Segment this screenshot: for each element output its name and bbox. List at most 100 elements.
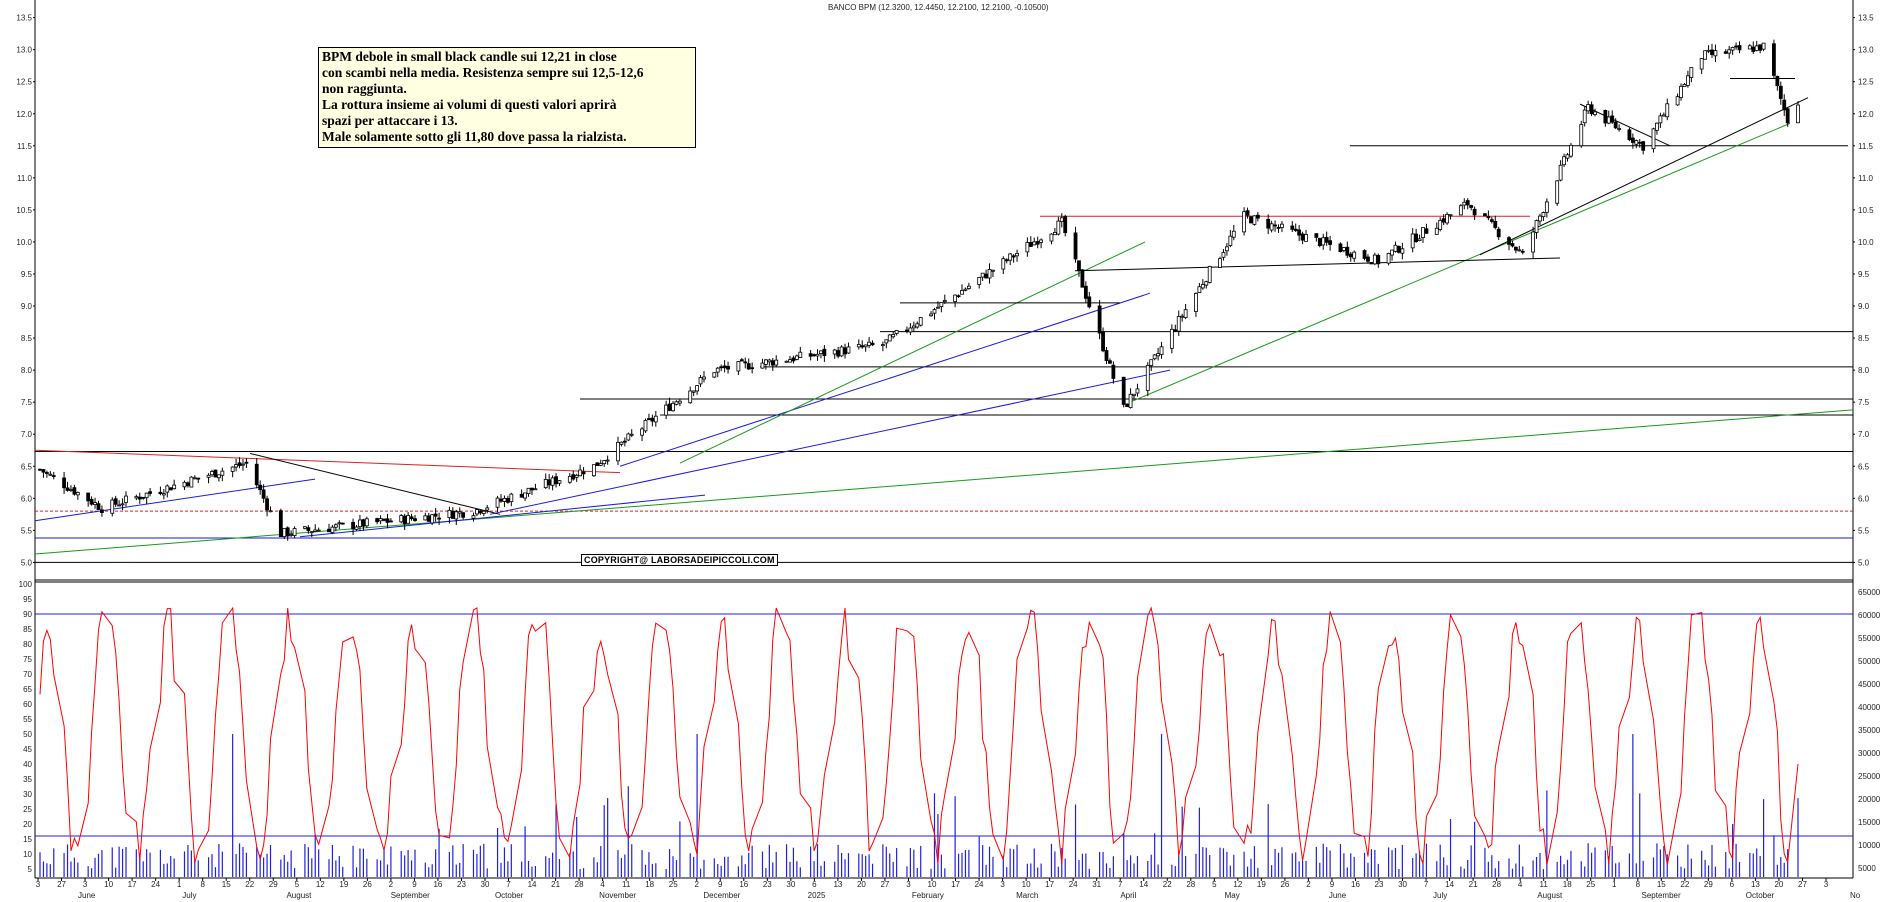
candle-body bbox=[1641, 141, 1646, 151]
candle-body bbox=[1218, 258, 1222, 268]
candle-body bbox=[1538, 215, 1542, 222]
oscillator-tick: 40 bbox=[23, 760, 32, 769]
candle-body bbox=[237, 462, 242, 467]
candle-body bbox=[764, 359, 768, 365]
candle-body bbox=[1517, 249, 1522, 252]
chart-frame bbox=[34, 0, 1854, 879]
candle-body bbox=[1496, 228, 1501, 238]
candle-body bbox=[1269, 223, 1274, 231]
x-day-label: 25 bbox=[669, 880, 678, 889]
x-day-label: 22 bbox=[1680, 880, 1689, 889]
price-tick-right: 10.5 bbox=[1858, 206, 1874, 215]
candle-body bbox=[760, 362, 765, 369]
candle-body bbox=[1513, 246, 1518, 251]
candle-body bbox=[337, 522, 342, 525]
price-tick-left: 10.5 bbox=[16, 206, 32, 215]
oscillator-tick: 35 bbox=[23, 775, 32, 784]
candle-body bbox=[750, 367, 755, 370]
x-day-label: 16 bbox=[739, 880, 748, 889]
oscillator-tick: 75 bbox=[23, 655, 32, 664]
candle-body bbox=[1637, 141, 1642, 144]
candle-body bbox=[887, 334, 892, 342]
x-month-label: October bbox=[1746, 891, 1775, 900]
candle-body bbox=[739, 359, 744, 362]
price-tick-left: 13.0 bbox=[16, 46, 32, 55]
price-tick-left: 6.0 bbox=[21, 494, 33, 503]
candle-body bbox=[991, 269, 995, 272]
candle-body bbox=[265, 498, 269, 511]
oscillator-tick: 70 bbox=[23, 670, 32, 679]
x-month-label: April bbox=[1120, 891, 1136, 900]
candle-body bbox=[450, 510, 455, 519]
candle-body bbox=[1197, 286, 1202, 293]
x-day-label: 28 bbox=[1186, 880, 1195, 889]
candle-body bbox=[230, 466, 235, 472]
candle-body bbox=[1273, 224, 1277, 227]
x-day-label: 3 bbox=[906, 880, 911, 889]
candle-body bbox=[333, 524, 338, 528]
oscillator-tick: 50 bbox=[23, 730, 32, 739]
candle-body bbox=[932, 309, 937, 314]
x-day-label: 2 bbox=[695, 880, 700, 889]
x-day-label: 23 bbox=[457, 880, 466, 889]
candle-body bbox=[736, 361, 741, 372]
candle-body bbox=[1125, 403, 1130, 408]
candle-body bbox=[942, 300, 947, 303]
candle-body bbox=[1393, 244, 1398, 252]
candle-body bbox=[148, 491, 152, 494]
x-day-label: 21 bbox=[1469, 880, 1478, 889]
comment-line: non raggiunta. bbox=[322, 81, 407, 96]
candle-body bbox=[671, 402, 675, 412]
candle-body bbox=[1562, 156, 1566, 166]
candle-body bbox=[884, 339, 889, 344]
candle-body bbox=[351, 521, 355, 530]
candle-body bbox=[361, 519, 366, 527]
candle-body bbox=[1593, 111, 1597, 115]
candle-body bbox=[1290, 225, 1295, 230]
volume-tick: 50000 bbox=[1858, 657, 1881, 666]
oscillator-tick: 80 bbox=[23, 640, 32, 649]
candle-body bbox=[774, 359, 779, 366]
x-day-label: 10 bbox=[104, 880, 113, 889]
candle-body bbox=[1489, 219, 1494, 222]
x-month-label: June bbox=[1329, 891, 1347, 900]
candle-body bbox=[798, 351, 803, 358]
x-month-label: October bbox=[495, 891, 524, 900]
candle-body bbox=[182, 481, 187, 488]
candle-body bbox=[433, 513, 438, 517]
x-month-label: August bbox=[1537, 891, 1563, 900]
price-tick-right: 10.0 bbox=[1858, 238, 1874, 247]
candle-body bbox=[423, 515, 428, 521]
trend-line-red bbox=[34, 449, 621, 474]
candle-body bbox=[1266, 218, 1271, 229]
candle-body bbox=[598, 463, 603, 466]
x-day-label: 24 bbox=[975, 880, 984, 889]
chart-title: BANCO BPM (12.3200, 12.4450, 12.2100, 12… bbox=[828, 3, 1049, 12]
x-month-label: July bbox=[182, 891, 196, 900]
comment-line: BPM debole in small black candle sui 12,… bbox=[322, 49, 617, 64]
candle-body bbox=[1328, 240, 1333, 245]
x-day-label: 9 bbox=[718, 880, 723, 889]
candle-body bbox=[375, 518, 380, 523]
candle-body bbox=[1028, 242, 1033, 247]
x-day-label: 28 bbox=[1492, 880, 1501, 889]
candle-body bbox=[1555, 180, 1560, 204]
x-day-label: 24 bbox=[151, 880, 160, 889]
candle-body bbox=[1015, 252, 1019, 257]
candle-body bbox=[364, 518, 369, 527]
x-day-label: 26 bbox=[363, 880, 372, 889]
x-day-label: 6 bbox=[1730, 880, 1735, 889]
candle-body bbox=[1410, 233, 1415, 249]
candle-body bbox=[1049, 233, 1054, 242]
candle-body bbox=[378, 518, 383, 522]
candle-body bbox=[812, 354, 816, 357]
candle-body bbox=[117, 504, 122, 507]
candle-body bbox=[557, 480, 562, 484]
candle-body bbox=[1156, 353, 1161, 357]
trend-line-black bbox=[1074, 257, 1561, 272]
x-day-label: 1 bbox=[1612, 880, 1617, 889]
trend-line-green bbox=[34, 409, 1854, 555]
candle-body bbox=[292, 528, 297, 536]
trend-line-blue bbox=[299, 494, 706, 538]
candle-body bbox=[791, 357, 796, 362]
